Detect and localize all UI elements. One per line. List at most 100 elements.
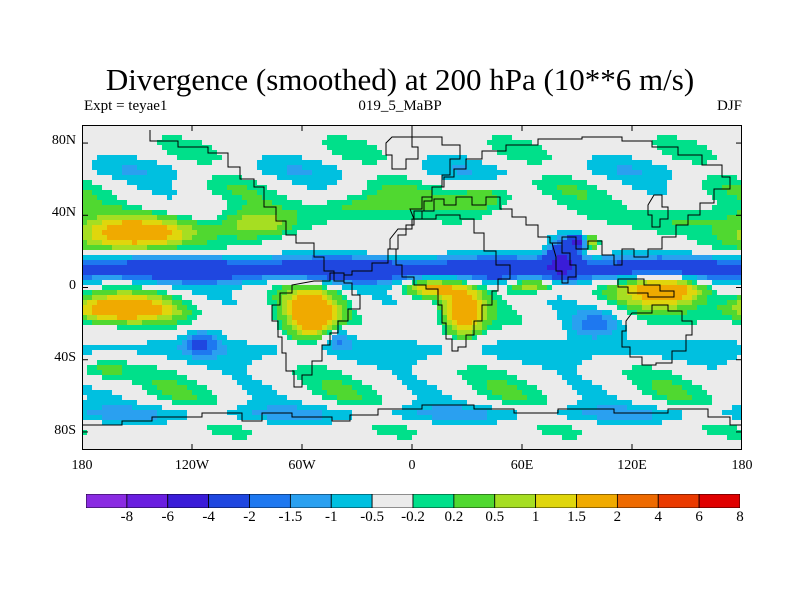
- field-cell: [547, 185, 553, 191]
- field-cell: [512, 275, 518, 281]
- field-cell: [97, 275, 103, 281]
- field-cell: [227, 230, 233, 236]
- field-cell: [582, 170, 588, 176]
- field-cell: [572, 205, 578, 211]
- field-cell: [502, 275, 508, 281]
- field-cell: [297, 155, 303, 161]
- field-cell: [382, 240, 388, 246]
- field-cell: [732, 145, 738, 151]
- field-cell: [502, 260, 508, 266]
- field-cell: [562, 225, 568, 231]
- field-cell: [472, 140, 478, 146]
- field-cell: [482, 245, 488, 251]
- field-cell: [137, 235, 143, 241]
- field-cell: [582, 275, 588, 281]
- field-cell: [737, 210, 742, 216]
- field-cell: [392, 215, 398, 221]
- field-cell: [397, 140, 403, 146]
- field-cell: [232, 200, 238, 206]
- field-cell: [192, 140, 198, 146]
- field-cell: [717, 190, 723, 196]
- field-cell: [292, 195, 298, 201]
- field-cell: [142, 245, 148, 251]
- field-cell: [157, 200, 163, 206]
- field-cell: [222, 300, 228, 306]
- field-cell: [417, 160, 423, 166]
- field-cell: [422, 125, 428, 131]
- field-cell: [297, 270, 303, 276]
- field-cell: [162, 190, 168, 196]
- field-cell: [322, 175, 328, 181]
- field-cell: [622, 220, 628, 226]
- field-cell: [597, 220, 603, 226]
- field-cell: [387, 185, 393, 191]
- field-cell: [277, 160, 283, 166]
- field-cell: [172, 175, 178, 181]
- field-cell: [342, 135, 348, 141]
- field-cell: [322, 215, 328, 221]
- field-cell: [492, 310, 498, 316]
- field-cell: [517, 125, 523, 131]
- field-cell: [297, 305, 303, 311]
- field-cell: [172, 305, 178, 311]
- field-cell: [147, 230, 153, 236]
- field-cell: [177, 170, 183, 176]
- field-cell: [707, 165, 713, 171]
- field-cell: [297, 275, 303, 281]
- field-cell: [267, 245, 273, 251]
- field-cell: [602, 215, 608, 221]
- field-cell: [712, 305, 718, 311]
- field-cell: [302, 195, 308, 201]
- field-cell: [667, 145, 673, 151]
- field-cell: [487, 270, 493, 276]
- field-cell: [282, 225, 288, 231]
- field-cell: [662, 240, 668, 246]
- field-cell: [352, 310, 358, 316]
- field-cell: [577, 195, 583, 201]
- field-cell: [632, 240, 638, 246]
- field-cell: [477, 135, 483, 141]
- field-cell: [237, 210, 243, 216]
- field-cell: [447, 205, 453, 211]
- field-cell: [167, 125, 173, 131]
- field-cell: [477, 195, 483, 201]
- field-cell: [737, 230, 742, 236]
- field-cell: [497, 270, 503, 276]
- field-cell: [642, 175, 648, 181]
- field-cell: [172, 245, 178, 251]
- field-cell: [562, 200, 568, 206]
- field-cell: [187, 185, 193, 191]
- field-cell: [387, 305, 393, 311]
- field-cell: [672, 200, 678, 206]
- field-cell: [282, 245, 288, 251]
- field-cell: [252, 160, 258, 166]
- field-cell: [692, 175, 698, 181]
- field-cell: [507, 305, 513, 311]
- field-cell: [392, 225, 398, 231]
- field-cell: [277, 245, 283, 251]
- field-cell: [692, 285, 698, 291]
- field-cell: [597, 270, 603, 276]
- field-cell: [627, 145, 633, 151]
- field-cell: [122, 195, 128, 201]
- field-cell: [172, 140, 178, 146]
- field-cell: [692, 165, 698, 171]
- field-cell: [182, 245, 188, 251]
- field-cell: [507, 235, 513, 241]
- field-cell: [437, 300, 443, 306]
- field-cell: [542, 140, 548, 146]
- field-cell: [227, 235, 233, 241]
- field-cell: [272, 265, 278, 271]
- field-cell: [167, 140, 173, 146]
- field-cell: [647, 155, 653, 161]
- field-cell: [382, 275, 388, 281]
- field-cell: [462, 190, 468, 196]
- field-cell: [737, 240, 742, 246]
- field-cell: [242, 245, 248, 251]
- field-cell: [392, 255, 398, 261]
- field-cell: [157, 225, 163, 231]
- field-cell: [547, 180, 553, 186]
- field-cell: [482, 180, 488, 186]
- field-cell: [707, 250, 713, 256]
- field-cell: [152, 215, 158, 221]
